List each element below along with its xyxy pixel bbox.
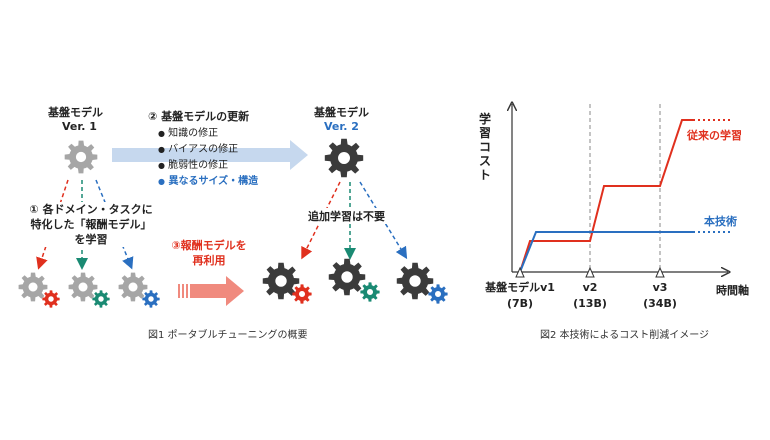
base-model-v2-version: Ver. 2 bbox=[324, 120, 359, 133]
base-model-v2-title: 基盤モデル bbox=[314, 106, 369, 119]
bullet-item: ● 異なるサイズ・構造 bbox=[158, 176, 259, 187]
version-label-v3: v3 (34B) bbox=[643, 281, 677, 310]
base-model-v1-version: Ver. 1 bbox=[62, 120, 97, 133]
reward-blue-gear-icon bbox=[142, 290, 160, 308]
base-model-v1-title: 基盤モデル bbox=[48, 106, 103, 119]
base-model-v1-gear-icon bbox=[64, 140, 98, 174]
version-marker-v2 bbox=[585, 266, 595, 278]
cost-chart bbox=[470, 100, 732, 278]
reward-green-gear-icon bbox=[92, 290, 110, 308]
update-bullet-list: ● 知識の修正 ● バイアスの修正 ● 脆弱性の修正 ● 異なるサイズ・構造 bbox=[158, 126, 258, 190]
reward-blue-gear-icon bbox=[428, 284, 448, 304]
step3-description: ③報酬モデルを 再利用 bbox=[171, 239, 247, 267]
reward-green-gear-icon bbox=[360, 282, 380, 302]
x-axis-label: 時間軸 bbox=[716, 284, 749, 297]
bullet-item: ● 脆弱性の修正 bbox=[158, 160, 229, 171]
proposed-line bbox=[519, 231, 695, 273]
bullet-item: ● 知識の修正 bbox=[158, 128, 219, 139]
version-label-v2: v2 (13B) bbox=[573, 281, 607, 310]
step2-title: ② 基盤モデルの更新 bbox=[148, 110, 250, 123]
step1-description: ① 各ドメイン・タスクに 特化した「報酬モデル」 を学習 bbox=[22, 202, 160, 247]
base-model-v2-gear-icon bbox=[324, 138, 364, 178]
no-retraining-label: 追加学習は不要 bbox=[306, 208, 387, 224]
version-marker-v3 bbox=[655, 266, 665, 278]
bullet-item: ● バイアスの修正 bbox=[158, 144, 239, 155]
reuse-arrow bbox=[178, 276, 244, 306]
conventional-label: 従来の学習 bbox=[687, 129, 742, 142]
version-marker-v1 bbox=[515, 266, 525, 278]
conventional-line bbox=[519, 119, 695, 273]
reward-red-gear-icon bbox=[42, 290, 60, 308]
reward-red-gear-icon bbox=[292, 284, 312, 304]
version-label-v1: 基盤モデルv1 (7B) bbox=[485, 281, 555, 310]
update-arrow bbox=[112, 140, 308, 170]
figure-1-caption: 図1 ポータブルチューニングの概要 bbox=[148, 330, 308, 341]
figure-2-caption: 図2 本技術によるコスト削減イメージ bbox=[540, 330, 710, 341]
proposed-label: 本技術 bbox=[704, 215, 737, 228]
y-axis-label: 学習コスト bbox=[478, 112, 491, 182]
